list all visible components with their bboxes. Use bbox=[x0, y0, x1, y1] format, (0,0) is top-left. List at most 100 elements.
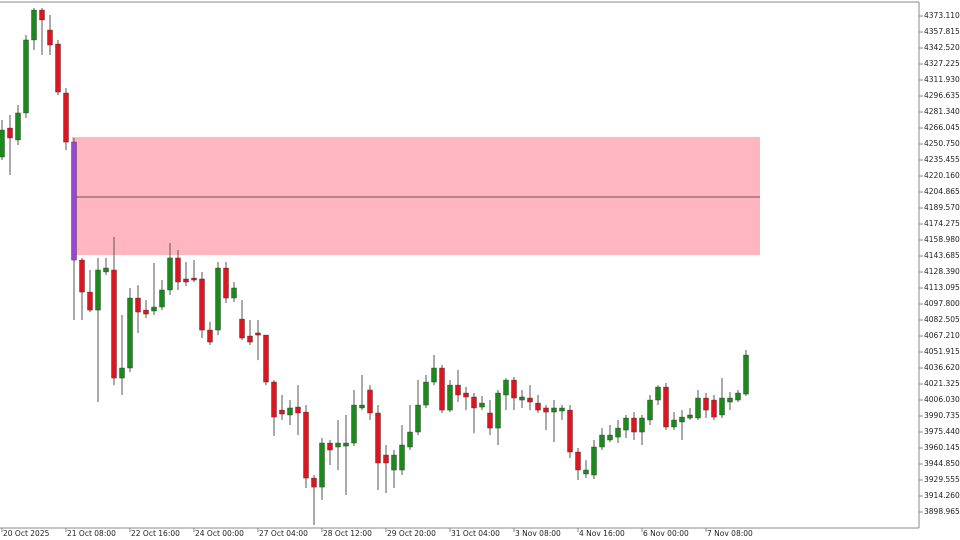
candle-body bbox=[487, 412, 493, 429]
candle-body bbox=[343, 442, 349, 447]
candle-body bbox=[127, 297, 133, 369]
candle-body bbox=[103, 267, 109, 273]
y-tick-label: 3914.260 bbox=[924, 491, 960, 500]
candle-body bbox=[463, 392, 469, 398]
candle-body bbox=[711, 399, 717, 418]
y-tick-label: 4143.685 bbox=[924, 251, 960, 260]
x-tick-label: 24 Oct 00:00 bbox=[195, 529, 244, 538]
x-tick-label: 27 Oct 04:00 bbox=[259, 529, 308, 538]
y-tick-label: 4051.915 bbox=[924, 347, 960, 356]
candle-body bbox=[183, 278, 189, 283]
candle-body bbox=[367, 389, 373, 414]
y-tick-label: 4357.815 bbox=[924, 27, 960, 36]
y-tick-label: 4204.865 bbox=[924, 187, 960, 196]
y-tick-label: 4342.520 bbox=[924, 43, 960, 52]
x-tick-label: 4 Nov 16:00 bbox=[579, 529, 625, 538]
y-tick-label: 4235.455 bbox=[924, 155, 960, 164]
candle-body bbox=[295, 406, 301, 414]
candle-body bbox=[119, 367, 125, 379]
candle-body bbox=[215, 267, 221, 331]
candle-body bbox=[431, 367, 437, 383]
y-tick-label: 4174.275 bbox=[924, 219, 960, 228]
candle-body bbox=[15, 112, 21, 141]
y-tick-label: 4189.570 bbox=[924, 203, 960, 212]
candle-body bbox=[143, 309, 149, 315]
y-tick-label: 4296.635 bbox=[924, 91, 960, 100]
candle-body bbox=[23, 39, 29, 114]
candle-body bbox=[63, 92, 69, 143]
y-tick-label: 4250.750 bbox=[924, 139, 960, 148]
y-tick-label: 3898.965 bbox=[924, 507, 960, 516]
candle-body bbox=[479, 402, 485, 408]
candle-body bbox=[535, 402, 541, 411]
candle-body bbox=[423, 381, 429, 406]
y-tick-label: 3944.850 bbox=[924, 459, 960, 468]
candle-body bbox=[263, 334, 269, 383]
candle-body bbox=[39, 9, 45, 21]
candle-body bbox=[527, 397, 533, 403]
candle-body bbox=[135, 297, 141, 313]
candle-body bbox=[727, 397, 733, 403]
zone bbox=[72, 136, 760, 256]
candle-body bbox=[407, 431, 413, 448]
candle-body bbox=[319, 442, 325, 488]
candle-body bbox=[687, 414, 693, 419]
candle-body bbox=[743, 354, 749, 395]
candle-body bbox=[439, 367, 445, 411]
x-tick-label: 3 Nov 08:00 bbox=[515, 529, 561, 538]
candle-body bbox=[31, 9, 37, 41]
candle-body bbox=[327, 442, 333, 451]
candle-body bbox=[543, 407, 549, 413]
candle-body bbox=[591, 446, 597, 476]
candle-body bbox=[255, 332, 261, 336]
x-tick-label: 31 Oct 04:00 bbox=[451, 529, 500, 538]
candle-body bbox=[447, 384, 453, 411]
y-tick-label: 4097.800 bbox=[924, 299, 960, 308]
candle-body bbox=[351, 404, 357, 444]
y-tick-label: 4281.340 bbox=[924, 107, 960, 116]
x-tick-label: 7 Nov 08:00 bbox=[707, 529, 753, 538]
y-tick-label: 4006.030 bbox=[924, 395, 960, 404]
candle-body bbox=[551, 407, 557, 413]
candle-body bbox=[199, 278, 205, 331]
candle-body bbox=[495, 392, 501, 429]
y-tick-label: 4327.225 bbox=[924, 59, 960, 68]
x-tick-label: 20 Oct 2025 bbox=[3, 529, 50, 538]
candle-body bbox=[679, 416, 685, 423]
candle-body bbox=[503, 379, 509, 396]
candle-body bbox=[735, 392, 741, 401]
candle-body bbox=[399, 444, 405, 471]
candle-body bbox=[631, 417, 637, 433]
candle-body bbox=[455, 384, 461, 396]
candle-body bbox=[287, 407, 293, 416]
candle-body bbox=[615, 427, 621, 438]
y-tick-label: 3990.735 bbox=[924, 411, 960, 420]
candle-body bbox=[47, 29, 53, 46]
candle-body bbox=[7, 127, 13, 139]
y-tick-label: 4113.095 bbox=[924, 283, 960, 292]
candle-body bbox=[575, 451, 581, 471]
candle-body bbox=[583, 469, 589, 475]
candle-body bbox=[223, 267, 229, 299]
candle-body bbox=[167, 257, 173, 291]
y-tick-label: 3960.145 bbox=[924, 443, 960, 452]
candle-body bbox=[559, 407, 565, 412]
candle-body bbox=[311, 477, 317, 488]
candle-body bbox=[695, 397, 701, 419]
candle-body bbox=[623, 417, 629, 431]
candle-body bbox=[383, 454, 389, 464]
candle-body bbox=[655, 386, 661, 401]
candle-body bbox=[303, 411, 309, 479]
candle-body bbox=[71, 141, 77, 261]
candle-body bbox=[191, 277, 197, 281]
candle-body bbox=[607, 434, 613, 441]
candle-body bbox=[599, 434, 605, 448]
candle-body bbox=[567, 409, 573, 453]
candle-body bbox=[151, 306, 157, 312]
y-tick-label: 4082.505 bbox=[924, 315, 960, 324]
x-tick-label: 29 Oct 20:00 bbox=[387, 529, 436, 538]
candle-body bbox=[271, 381, 277, 418]
candle-body bbox=[415, 404, 421, 433]
